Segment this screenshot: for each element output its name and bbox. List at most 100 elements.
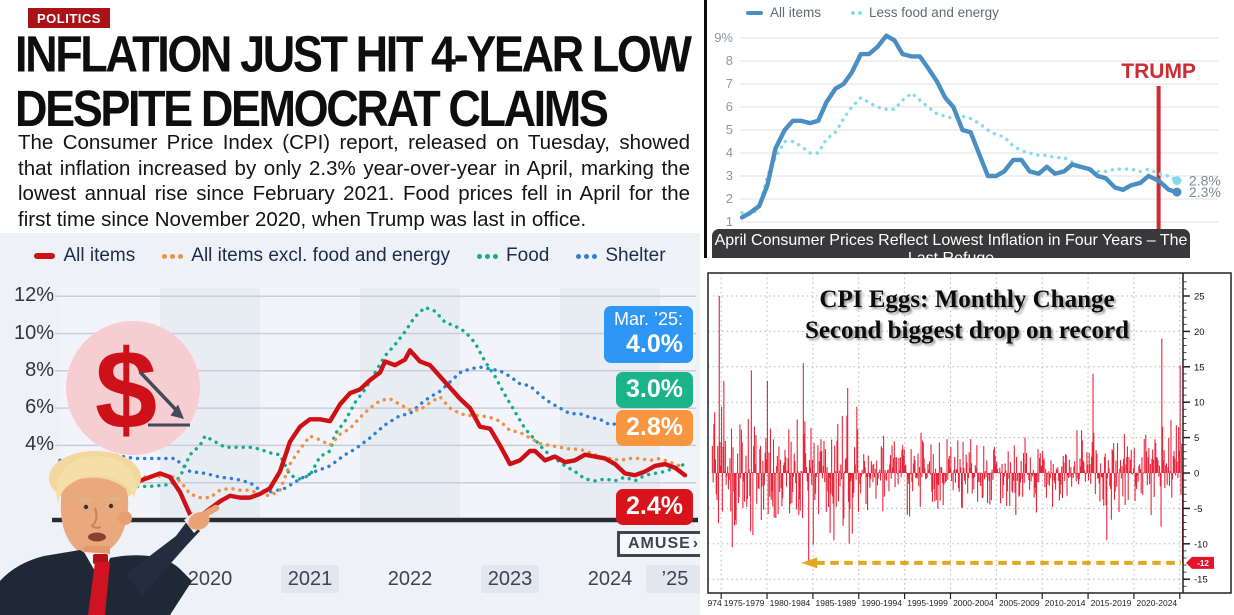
article-panel: POLITICS INFLATION JUST HIT 4-YEAR LOW D… [0, 0, 700, 233]
year-band [460, 288, 560, 520]
x-tick-label: 2010-2014 [1045, 598, 1086, 608]
x-tick-label: 1975-1979 [724, 598, 765, 608]
x-tick-label: 2015-2019 [1091, 598, 1132, 608]
headline-line-1: INFLATION JUST HIT 4-YEAR LOW [15, 24, 692, 83]
legend-label: All items [770, 5, 822, 20]
legend-swatch [746, 10, 763, 15]
legend-label: Shelter [605, 245, 666, 266]
legend-swatch [851, 10, 863, 15]
record-drop-arrow-icon [801, 557, 818, 569]
x-tick-label: 1985-1989 [815, 598, 856, 608]
value-badge: 3.0% [616, 372, 693, 408]
chart-caption: April Consumer Prices Reflect Lowest Inf… [712, 229, 1190, 258]
y-tick-label: 0 [1194, 469, 1199, 480]
eye-left [83, 504, 89, 510]
headline: INFLATION JUST HIT 4-YEAR LOW DESPITE DE… [15, 24, 699, 138]
cpi-categories-plot: $ [52, 288, 698, 523]
eggs-title-line-2: Second biggest drop on record [804, 317, 1130, 344]
x-tick-label: 1990-1994 [861, 598, 902, 608]
y-tick-label: 12% [13, 284, 54, 307]
chevron-right-icon: › [692, 535, 700, 552]
y-tick-label: 2 [726, 191, 733, 206]
amuse-watermark: AMUSE › [617, 531, 700, 557]
headline-line-2: DESPITE DEMOCRAT CLAIMS [15, 79, 609, 138]
hair-front [56, 456, 137, 504]
arm-sleeve [126, 520, 200, 596]
y-tick-label: -5 [1194, 504, 1202, 515]
y-tick-label: 8 [726, 53, 733, 68]
y-tick-label: 8% [25, 358, 54, 381]
x-tick-label: 1980-1984 [770, 598, 811, 608]
legend-swatch [34, 253, 56, 259]
end-value-label: 2.8% [1189, 173, 1221, 189]
y-tick-label: 7 [726, 76, 733, 91]
pointing-finger [196, 504, 220, 521]
eyebrow-right [103, 497, 119, 502]
mouth [88, 532, 106, 542]
series-all-items-excl-food-and-energy [58, 395, 687, 500]
end-value-label: 2.3% [1189, 184, 1221, 200]
legend-item: Food [477, 245, 549, 267]
legend-item: Shelter [576, 245, 666, 267]
x-tick-label: 2023 [481, 565, 539, 593]
x-tick-label: 2021 [281, 565, 339, 593]
y-tick-label: 9% [714, 30, 733, 45]
eggs-title-line-1: CPI Eggs: Monthly Change [819, 286, 1115, 313]
x-tick-label: 974 [707, 598, 721, 608]
cpi-all-vs-core-plot: 9% 8 7 6 5 4 3 2 1 TRUMP 2.8%2.3% [704, 0, 1221, 258]
x-tick-label: 2024 [587, 568, 633, 590]
legend-swatch [576, 253, 598, 259]
cpi-eggs-plot: 25 20 15 10 5 0 -5 -10 -15 974 1975-1979 1980-1984 1… [707, 272, 1232, 608]
x-tick-label: 2005-2009 [999, 598, 1040, 608]
cpi-eggs-chart: 25 20 15 10 5 0 -5 -10 -15 974 1975-1979 1980-1984 1… [700, 258, 1234, 615]
plot-frame [707, 272, 1232, 594]
trump-annotation-label: TRUMP [1121, 60, 1196, 83]
value-badge: 2.4% [616, 489, 693, 525]
y-tick-label: -10 [1194, 539, 1208, 550]
cpi-all-vs-core-chart: 9% 8 7 6 5 4 3 2 1 TRUMP 2.8% 2.3% All items Less fo… [704, 0, 1234, 258]
tie [88, 562, 110, 615]
y-tick-label: 5 [726, 122, 733, 137]
chart-legend: All items Less food and energy [746, 5, 999, 20]
y-tick-label: 4 [726, 145, 733, 160]
tie-knot [93, 554, 108, 564]
value-badge: 2.8% [616, 410, 693, 446]
nose [90, 507, 102, 529]
y-tick-label: 10% [13, 321, 54, 344]
series-end-dot [1172, 176, 1182, 186]
legend-item: All items [34, 245, 135, 267]
legend-label: All items excl. food and energy [191, 245, 451, 266]
y-tick-label: 15 [1194, 362, 1205, 373]
article-body: The Consumer Price Index (CPI) report, r… [18, 131, 690, 231]
series-all-items [739, 33, 1180, 220]
legend-item: All items [746, 5, 821, 20]
x-tick-label: 2000-2004 [953, 598, 994, 608]
legend-label: Food [506, 245, 550, 266]
eyebrow-left [77, 498, 94, 504]
chart-legend: All items All items excl. food and energy… [0, 245, 700, 267]
badge-value: 3.0% [626, 375, 683, 403]
badge-value: 2.8% [626, 413, 683, 441]
x-tick-label: 1995-1999 [907, 598, 948, 608]
legend-label: Less food and energy [869, 5, 999, 20]
eye-right [108, 503, 114, 509]
y-tick-label: 6 [726, 99, 733, 114]
legend-swatch [162, 253, 184, 259]
svg-text:$: $ [95, 327, 157, 452]
egg-bars [711, 296, 1184, 566]
x-tick-label: 2020-2024 [1137, 598, 1178, 608]
badge-label: Mar. ’25: [613, 309, 683, 329]
trump-photo [0, 451, 220, 615]
y-tick-label: 4% [25, 433, 54, 456]
legend-swatch [477, 253, 499, 259]
y-tick-label: 5 [1194, 433, 1199, 444]
dollar-decline-icon: $ [66, 321, 200, 455]
politics-tag: POLITICS [28, 8, 110, 28]
current-value-tag [1186, 556, 1214, 569]
y-tick-label: 6% [25, 396, 54, 419]
watermark-text: AMUSE [628, 535, 691, 552]
legend-item: Less food and energy [851, 5, 999, 20]
series-less-food-and-energy [740, 91, 1179, 217]
badge-value: 2.4% [626, 492, 683, 520]
